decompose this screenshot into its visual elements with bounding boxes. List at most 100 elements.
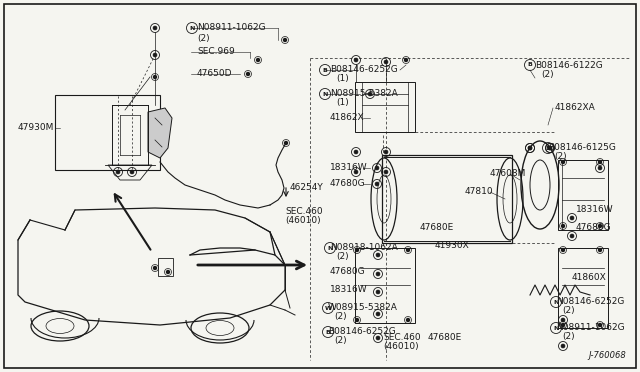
Text: (2): (2): [336, 253, 349, 262]
Circle shape: [384, 170, 388, 174]
Text: N: N: [554, 326, 559, 330]
Text: 18316W: 18316W: [330, 164, 367, 173]
Text: (1): (1): [336, 99, 349, 108]
Polygon shape: [148, 108, 172, 158]
Text: B: B: [545, 145, 550, 151]
Circle shape: [376, 336, 380, 340]
Text: N08915-5382A: N08915-5382A: [330, 90, 397, 99]
Text: (2): (2): [562, 333, 575, 341]
Circle shape: [598, 224, 602, 228]
Text: (46010): (46010): [383, 343, 419, 352]
Circle shape: [598, 324, 602, 327]
Text: B: B: [527, 62, 532, 67]
Text: W: W: [324, 305, 332, 311]
Circle shape: [284, 38, 287, 42]
Circle shape: [598, 160, 602, 164]
Circle shape: [355, 248, 358, 251]
Text: (2): (2): [554, 153, 566, 161]
Text: 41862XA: 41862XA: [555, 103, 596, 112]
Circle shape: [570, 234, 574, 238]
Text: J-760068: J-760068: [588, 351, 626, 360]
Text: 18316W: 18316W: [576, 205, 614, 215]
Circle shape: [384, 150, 388, 154]
Circle shape: [561, 324, 564, 327]
Circle shape: [528, 146, 532, 150]
Bar: [558, 160, 608, 230]
Circle shape: [548, 146, 552, 150]
Text: (2): (2): [562, 307, 575, 315]
Circle shape: [375, 182, 379, 186]
Circle shape: [257, 58, 259, 61]
Text: (1): (1): [336, 74, 349, 83]
Text: 47930M: 47930M: [18, 124, 54, 132]
Circle shape: [528, 146, 532, 150]
Text: 47608M: 47608M: [490, 170, 526, 179]
Circle shape: [570, 216, 574, 220]
Text: 47680E: 47680E: [420, 224, 454, 232]
Bar: [558, 248, 608, 328]
Circle shape: [368, 92, 372, 96]
Circle shape: [153, 26, 157, 30]
Circle shape: [406, 318, 410, 321]
Circle shape: [130, 170, 134, 174]
Text: (46010): (46010): [285, 217, 321, 225]
Text: 47680G: 47680G: [330, 267, 365, 276]
Circle shape: [246, 73, 250, 76]
Text: (2): (2): [541, 70, 554, 78]
Circle shape: [116, 170, 120, 174]
Text: B08146-6122G: B08146-6122G: [535, 61, 603, 70]
Text: B: B: [326, 330, 330, 334]
Text: 47650D: 47650D: [197, 70, 232, 78]
Text: W08915-5382A: W08915-5382A: [328, 304, 398, 312]
Text: B08146-6125G: B08146-6125G: [548, 144, 616, 153]
Circle shape: [153, 53, 157, 57]
Circle shape: [154, 266, 157, 269]
Text: 47680G: 47680G: [576, 224, 612, 232]
Circle shape: [404, 58, 408, 61]
Text: N08911-1062G: N08911-1062G: [556, 324, 625, 333]
Text: N08146-6252G: N08146-6252G: [556, 298, 625, 307]
Circle shape: [354, 58, 358, 62]
Text: N: N: [554, 299, 559, 305]
Text: SEC.969: SEC.969: [197, 48, 235, 57]
Circle shape: [376, 272, 380, 276]
Circle shape: [561, 160, 564, 164]
Circle shape: [561, 318, 565, 322]
Text: (2): (2): [197, 33, 210, 42]
Circle shape: [406, 248, 410, 251]
Bar: [355, 248, 415, 323]
Text: N08911-1062G: N08911-1062G: [197, 23, 266, 32]
Text: (2): (2): [334, 312, 347, 321]
Circle shape: [598, 248, 602, 251]
Text: 18316W: 18316W: [330, 285, 367, 295]
Bar: [382, 155, 512, 243]
Circle shape: [384, 60, 388, 64]
Circle shape: [166, 270, 170, 273]
Bar: [355, 82, 415, 132]
Bar: [158, 258, 173, 276]
Text: 41860X: 41860X: [572, 273, 607, 282]
Circle shape: [548, 146, 552, 150]
Text: SEC.460: SEC.460: [383, 334, 420, 343]
Circle shape: [598, 166, 602, 170]
Circle shape: [376, 253, 380, 257]
Text: B: B: [323, 67, 328, 73]
Circle shape: [561, 344, 565, 348]
Text: 47680G: 47680G: [330, 180, 365, 189]
Text: (2): (2): [334, 337, 347, 346]
Text: N: N: [327, 246, 333, 250]
Circle shape: [354, 170, 358, 174]
Circle shape: [561, 224, 564, 228]
Text: 41930X: 41930X: [435, 241, 470, 250]
Circle shape: [355, 318, 358, 321]
Text: B08146-6252G: B08146-6252G: [330, 65, 397, 74]
Text: N: N: [189, 26, 195, 31]
Circle shape: [154, 76, 157, 78]
Text: 46254Y: 46254Y: [290, 183, 324, 192]
Text: SEC.460: SEC.460: [285, 208, 323, 217]
Text: 47680E: 47680E: [428, 334, 462, 343]
Text: B08146-6252G: B08146-6252G: [328, 327, 396, 337]
Circle shape: [354, 150, 358, 154]
Circle shape: [375, 166, 379, 170]
Text: 41862X: 41862X: [330, 113, 365, 122]
